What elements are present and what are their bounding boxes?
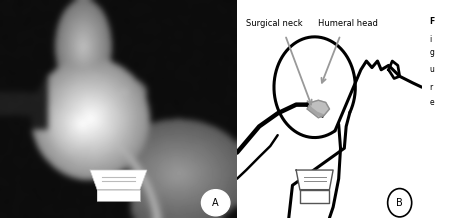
Text: u: u [429,65,435,74]
Text: B: B [396,198,403,208]
Circle shape [201,190,230,216]
Text: Surgical neck: Surgical neck [246,19,302,28]
Text: Humeral head: Humeral head [318,19,378,28]
Polygon shape [300,190,329,203]
Polygon shape [307,100,329,118]
Text: g: g [429,48,435,57]
Text: r: r [429,83,433,92]
Text: F: F [429,17,435,26]
Text: e: e [429,98,434,107]
Text: i: i [429,35,432,44]
Polygon shape [97,190,140,201]
Text: A: A [212,198,219,208]
Polygon shape [296,170,333,190]
Polygon shape [90,170,147,190]
